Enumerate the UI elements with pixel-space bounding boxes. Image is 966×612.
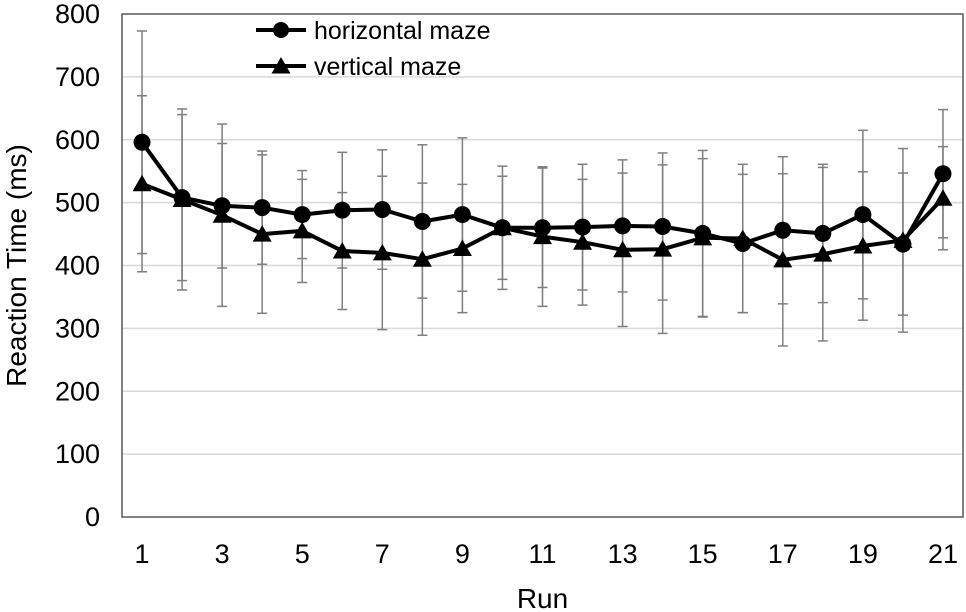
legend-label-horizontal-maze: horizontal maze (314, 17, 490, 45)
legend-triangle-marker (271, 57, 291, 74)
series-markers (132, 133, 953, 268)
y-tick-label: 0 (85, 502, 100, 532)
point-horizontal-maze (574, 218, 592, 236)
point-horizontal-maze (373, 201, 391, 219)
point-vertical-maze (733, 229, 753, 246)
y-tick-label: 800 (55, 0, 100, 29)
point-vertical-maze (252, 225, 272, 242)
point-horizontal-maze (213, 197, 231, 215)
point-vertical-maze (773, 250, 793, 268)
y-tick-label: 700 (55, 62, 100, 92)
x-tick-label: 3 (215, 539, 230, 569)
point-vertical-maze (533, 227, 552, 245)
x-tick-label: 1 (135, 539, 150, 569)
y-tick-label: 300 (55, 313, 100, 343)
x-tick-label: 19 (848, 539, 878, 569)
y-axis-ticks: 0 100 200 300 400 500 600 700 800 (55, 0, 100, 532)
x-tick-label: 11 (528, 539, 556, 569)
legend-circle-marker (273, 22, 289, 38)
point-horizontal-maze (413, 212, 431, 230)
point-vertical-maze (893, 231, 913, 248)
x-tick-label: 15 (688, 539, 718, 569)
point-vertical-maze (653, 240, 673, 257)
point-horizontal-maze (614, 217, 632, 235)
point-vertical-maze (693, 228, 713, 246)
y-tick-label: 500 (55, 188, 100, 218)
x-axis-title: Run (517, 583, 568, 612)
point-vertical-maze (292, 221, 312, 239)
point-horizontal-maze (854, 206, 872, 224)
point-horizontal-maze (654, 218, 672, 236)
y-axis-title: Reaction Time (ms) (1, 144, 32, 387)
x-tick-label: 17 (768, 539, 798, 569)
point-horizontal-maze (814, 224, 832, 242)
x-tick-label: 9 (455, 539, 470, 569)
x-tick-label: 13 (608, 539, 638, 569)
point-vertical-maze (212, 206, 232, 223)
y-tick-label: 400 (55, 251, 100, 281)
point-horizontal-maze (133, 133, 151, 151)
point-vertical-maze (573, 233, 593, 250)
point-horizontal-maze (293, 206, 311, 224)
point-vertical-maze (853, 237, 873, 254)
point-vertical-maze (132, 174, 152, 192)
x-tick-label: 5 (295, 539, 310, 569)
plot-area-frame (121, 13, 964, 518)
point-vertical-maze (412, 250, 432, 267)
point-horizontal-maze (453, 206, 471, 224)
point-vertical-maze (813, 245, 833, 262)
error-bars (137, 30, 948, 347)
point-vertical-maze (172, 190, 192, 207)
point-vertical-maze (933, 189, 953, 206)
point-vertical-maze (492, 218, 512, 236)
x-axis-ticks: 1 3 5 7 9 11 13 15 17 19 21 (135, 539, 958, 569)
point-vertical-maze (613, 240, 633, 258)
y-tick-label: 200 (55, 376, 100, 406)
point-horizontal-maze (934, 165, 952, 183)
point-horizontal-maze (333, 201, 351, 219)
point-horizontal-maze (253, 199, 271, 217)
x-tick-label: 7 (375, 539, 390, 569)
point-vertical-maze (452, 239, 472, 257)
x-tick-label: 21 (928, 539, 958, 569)
y-tick-label: 100 (55, 439, 100, 469)
legend: horizontal maze vertical maze (256, 17, 490, 81)
y-tick-label: 600 (55, 125, 100, 155)
point-vertical-maze (372, 243, 392, 261)
point-vertical-maze (332, 242, 352, 259)
legend-label-vertical-maze: vertical maze (314, 53, 461, 81)
point-horizontal-maze (774, 221, 792, 239)
